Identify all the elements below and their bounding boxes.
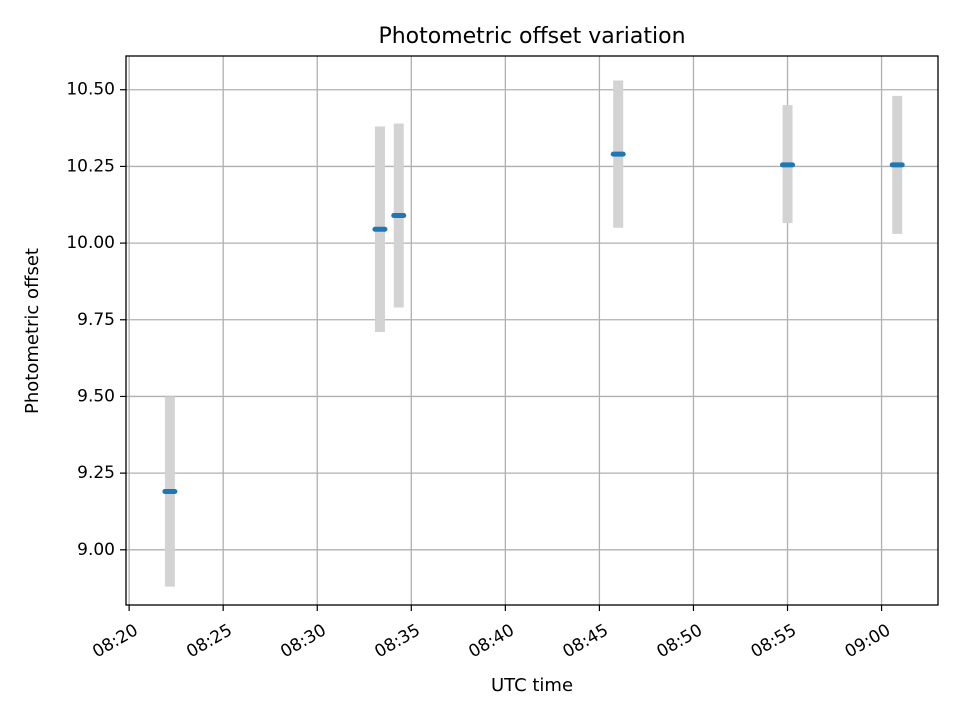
grid	[126, 56, 938, 605]
x-tick-label: 08:30	[277, 620, 329, 662]
x-tick-label: 08:25	[183, 620, 235, 662]
x-tick-label: 08:20	[89, 620, 141, 662]
x-tick-label: 08:45	[559, 620, 611, 662]
x-tick-label: 08:55	[748, 620, 800, 662]
y-tick-label: 10.50	[66, 80, 115, 100]
y-tick-label: 9.50	[77, 386, 115, 406]
y-tick-label: 9.00	[77, 540, 115, 560]
x-axis-label: UTC time	[491, 675, 573, 696]
x-tick-label: 08:35	[371, 620, 423, 662]
plot-frame	[125, 55, 939, 606]
y-axis-ticks: 9.00 9.25 9.50 9.75 10.00 10.25 10.50	[66, 80, 126, 560]
y-tick-label: 10.25	[66, 156, 115, 176]
x-tick-label: 09:00	[842, 620, 894, 662]
x-tick-label: 08:40	[465, 620, 517, 662]
chart-title: Photometric offset variation	[378, 24, 685, 49]
y-tick-label: 10.00	[66, 233, 115, 253]
x-tick-label: 08:50	[654, 620, 706, 662]
data-points	[162, 151, 905, 495]
y-tick-label: 9.25	[77, 463, 115, 483]
y-tick-label: 9.75	[77, 310, 115, 330]
x-axis-ticks: 08:20 08:25 08:30 08:35 08:40 08:45 08:50 08:55…	[89, 605, 894, 662]
y-axis-label: Photometric offset	[22, 248, 43, 414]
